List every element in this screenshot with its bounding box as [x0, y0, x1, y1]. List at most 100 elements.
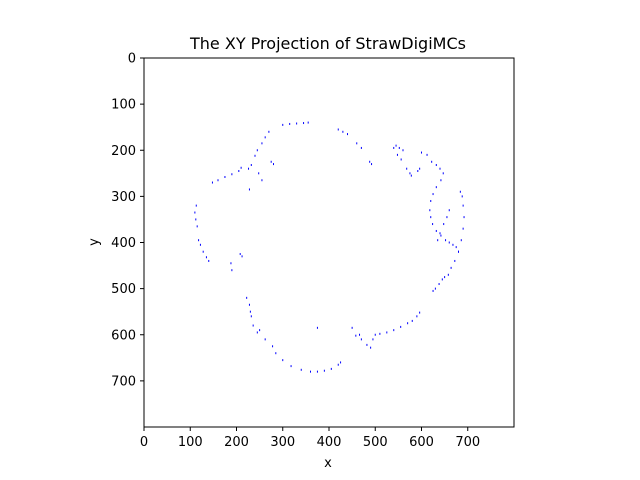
scatter-point: [416, 315, 418, 318]
scatter-point: [393, 329, 395, 332]
scatter-point: [290, 365, 292, 368]
scatter-point: [458, 250, 459, 253]
scatter-point: [254, 154, 256, 157]
scatter-point: [462, 227, 464, 230]
scatter-point: [440, 179, 442, 182]
scatter-point: [241, 255, 243, 258]
scatter-point: [330, 367, 332, 370]
scatter-point: [419, 167, 421, 170]
scatter-point: [438, 283, 440, 286]
scatter-point: [195, 218, 197, 221]
scatter-point: [429, 209, 431, 212]
scatter-point: [196, 225, 198, 228]
scatter-point: [248, 167, 250, 170]
scatter-point: [447, 273, 449, 276]
scatter-point: [264, 136, 266, 139]
scatter-point: [248, 303, 250, 306]
y-tick-label: 200: [111, 144, 136, 159]
scatter-point: [252, 324, 254, 327]
scatter-point: [417, 170, 419, 173]
y-axis-label: y: [87, 238, 102, 246]
y-tick-label: 100: [111, 98, 136, 113]
scatter-point: [356, 142, 358, 145]
scatter-point: [270, 160, 272, 163]
scatter-point: [199, 243, 201, 246]
scatter-point: [240, 166, 242, 169]
x-tick-label: 100: [178, 435, 203, 450]
scatter-point: [256, 149, 258, 152]
x-axis-label: x: [324, 456, 332, 471]
scatter-point: [406, 167, 408, 170]
scatter-point: [300, 368, 302, 371]
scatter-point: [250, 164, 252, 167]
scatter-point: [275, 352, 277, 355]
y-tick-label: 500: [111, 282, 136, 297]
scatter-point: [249, 310, 251, 313]
scatter-point: [272, 345, 274, 348]
scatter-point: [455, 246, 457, 249]
scatter-point: [360, 338, 362, 341]
scatter-point: [211, 181, 213, 184]
y-tick-label: 600: [111, 328, 136, 343]
y-tick-label: 700: [111, 374, 136, 389]
scatter-point: [444, 276, 446, 279]
scatter-point: [259, 329, 261, 332]
scatter-point: [432, 193, 434, 196]
scatter-point: [303, 122, 305, 125]
x-axis-ticks: 0 100 200 300 400 500 600 700: [140, 427, 480, 450]
scatter-point: [435, 164, 437, 167]
x-tick-label: 200: [224, 435, 249, 450]
scatter-point: [379, 332, 381, 335]
scatter-point: [400, 158, 402, 161]
scatter-point: [194, 211, 196, 214]
scatter-point: [448, 241, 450, 244]
scatter-point: [463, 216, 465, 219]
scatter-point: [440, 234, 442, 237]
scatter-point: [432, 289, 434, 292]
scatter-point: [452, 243, 454, 246]
y-tick-label: 300: [111, 190, 136, 205]
scatter-point: [273, 163, 274, 166]
scatter-point: [342, 130, 344, 133]
chart-title: The XY Projection of StrawDigiMCs: [189, 34, 466, 53]
scatter-point: [256, 331, 258, 334]
scatter-point: [323, 369, 325, 372]
scatter-point: [400, 325, 402, 328]
scatter-point: [351, 326, 353, 329]
scatter-point: [360, 146, 362, 149]
scatter-point: [239, 253, 241, 256]
scatter-point: [386, 331, 388, 334]
x-tick-label: 600: [409, 435, 434, 450]
scatter-point: [198, 239, 200, 242]
scatter-point: [217, 179, 219, 182]
scatter-point: [282, 123, 284, 126]
scatter-point: [337, 128, 339, 131]
scatter-point: [372, 338, 374, 341]
scatter-point: [421, 151, 422, 154]
scatter-point: [434, 287, 436, 290]
scatter-point: [435, 229, 437, 232]
scatter-point: [230, 262, 232, 265]
scatter-point: [407, 322, 409, 325]
scatter-point: [370, 346, 372, 349]
scatter-point: [461, 195, 463, 198]
scatter-point: [374, 333, 376, 336]
x-tick-label: 300: [270, 435, 295, 450]
scatter-point: [446, 216, 448, 219]
scatter-point: [208, 259, 210, 262]
scatter-point: [224, 176, 226, 179]
scatter-point: [396, 153, 398, 156]
scatter-point: [231, 173, 233, 176]
scatter-point: [448, 209, 450, 212]
scatter-point: [411, 319, 413, 322]
scatter-point: [443, 223, 445, 226]
scatter-point: [395, 144, 397, 147]
scatter-point: [402, 149, 404, 152]
y-axis-ticks: 0 100 200 300 400 500 600 700: [111, 52, 144, 389]
scatter-point: [439, 167, 441, 170]
scatter-point: [366, 343, 368, 346]
scatter-point: [205, 256, 207, 259]
scatter-point: [398, 146, 400, 149]
scatter-point: [310, 370, 311, 373]
